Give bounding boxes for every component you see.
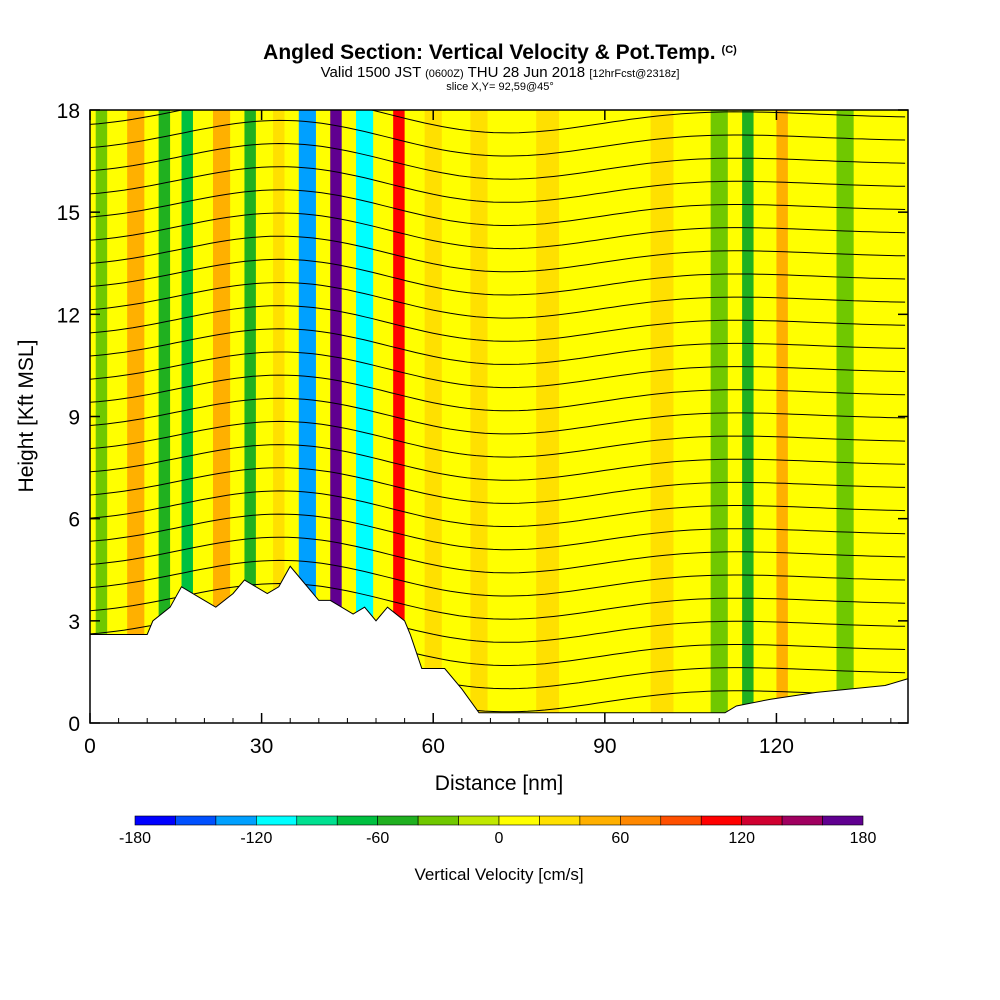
colorbar-swatch — [134, 815, 176, 826]
theta-contour — [90, 559, 906, 597]
x-axis-title: Distance [nm] — [435, 772, 563, 795]
theta-contour — [496, 110, 520, 111]
theta-contour — [90, 397, 906, 435]
theta-contour — [90, 119, 906, 157]
theta-contour — [90, 328, 906, 365]
theta-contour — [90, 536, 906, 574]
colorbar-swatch — [175, 815, 217, 826]
velocity-column — [742, 110, 754, 723]
theta-contour — [90, 490, 906, 527]
theta-contour — [90, 444, 906, 481]
y-tick-label: 12 — [57, 304, 80, 327]
velocity-column — [95, 110, 108, 723]
theta-contour — [90, 110, 906, 134]
theta-contour — [90, 420, 906, 458]
colorbar-tick-label: -120 — [240, 830, 272, 847]
valid-fcst: [12hrFcst@2318z] — [589, 68, 680, 80]
y-tick-label: 0 — [68, 713, 80, 736]
velocity-column — [298, 110, 316, 723]
x-tick-label: 0 — [84, 735, 96, 758]
colorbar-swatch — [377, 815, 419, 826]
plot-area — [90, 110, 908, 723]
velocity-column — [244, 110, 256, 723]
colorbar-tick-label: -60 — [366, 830, 389, 847]
y-axis-title: Height [Kft MSL] — [15, 340, 38, 493]
terrain — [90, 565, 908, 723]
title-units: (C) — [721, 44, 737, 56]
colorbar-tick-label: -180 — [119, 830, 151, 847]
colorbar-swatch — [700, 815, 742, 826]
colorbar-swatch — [620, 815, 662, 826]
theta-contour — [90, 258, 906, 296]
velocity-column — [776, 110, 788, 723]
theta-contour — [90, 281, 906, 319]
theta-contour — [90, 166, 906, 203]
valid-prefix: Valid 1500 JST — [320, 64, 421, 81]
theta-contour — [90, 582, 906, 620]
axes: 0 30 60 90 120 0 3 6 9 12 15 18 — [57, 100, 908, 758]
velocity-column — [212, 110, 231, 723]
colorbar-tick-label: 120 — [728, 830, 755, 847]
y-tick-label: 15 — [57, 202, 80, 225]
x-tick-label: 60 — [422, 735, 445, 758]
colorbar-title: Vertical Velocity [cm/s] — [414, 865, 583, 884]
colorbar-tick-label: 180 — [850, 830, 877, 847]
valid-utc: (0600Z) — [425, 68, 464, 80]
colorbar-swatch — [498, 815, 540, 826]
velocity-column — [536, 110, 560, 723]
title-block: Angled Section: Vertical Velocity & Pot.… — [0, 38, 1000, 93]
velocity-column — [470, 110, 488, 723]
velocity-column — [181, 110, 193, 723]
theta-contour — [90, 305, 906, 342]
theta-contour — [90, 513, 906, 551]
slice-info: slice X,Y= 92,59@45° — [446, 81, 554, 93]
colorbar-swatch — [781, 815, 823, 826]
colorbar-swatch — [336, 815, 378, 826]
colorbar-swatch — [256, 815, 298, 826]
theta-contour — [90, 374, 906, 412]
x-tick-label: 90 — [593, 735, 616, 758]
velocity-column — [393, 110, 405, 723]
velocity-column — [127, 110, 145, 723]
chart-title: Angled Section: Vertical Velocity & Pot.… — [0, 38, 1000, 65]
theta-contour — [90, 142, 906, 180]
colorbar-tick-label: 0 — [495, 830, 504, 847]
y-tick-label: 3 — [68, 611, 80, 634]
theta-contour — [90, 467, 906, 504]
velocity-column — [273, 110, 285, 723]
theta-contour — [90, 351, 906, 389]
theta-contour — [90, 189, 906, 226]
colorbar-swatch — [458, 815, 500, 826]
velocity-column — [710, 110, 728, 723]
y-tick-label: 6 — [68, 509, 80, 532]
colorbar-swatch — [579, 815, 621, 826]
theta-contour — [90, 235, 906, 273]
colorbar-swatch — [660, 815, 702, 826]
velocity-column — [330, 110, 342, 723]
colorbar-swatch — [822, 815, 864, 826]
colorbar-swatch — [539, 815, 581, 826]
colorbar-swatch — [741, 815, 783, 826]
valid-date: THU 28 Jun 2018 — [467, 64, 586, 81]
velocity-column — [424, 110, 442, 723]
y-tick-label: 9 — [68, 407, 80, 430]
x-tick-label: 120 — [759, 735, 794, 758]
colorbar-swatch — [296, 815, 338, 826]
velocity-column — [158, 110, 171, 723]
valid-time: Valid 1500 JST (0600Z) THU 28 Jun 2018 [… — [0, 65, 1000, 82]
chart-title-text: Angled Section: Vertical Velocity & Pot.… — [263, 41, 716, 64]
colorbar: -180 -120 -60 0 60 120 180 — [119, 815, 877, 847]
colorbar-swatch — [215, 815, 257, 826]
colorbar-tick-label: 60 — [611, 830, 629, 847]
y-tick-label: 18 — [57, 100, 80, 123]
x-tick-label: 30 — [250, 735, 273, 758]
theta-contour — [90, 212, 906, 250]
colorbar-swatch — [417, 815, 459, 826]
velocity-column — [355, 110, 374, 723]
